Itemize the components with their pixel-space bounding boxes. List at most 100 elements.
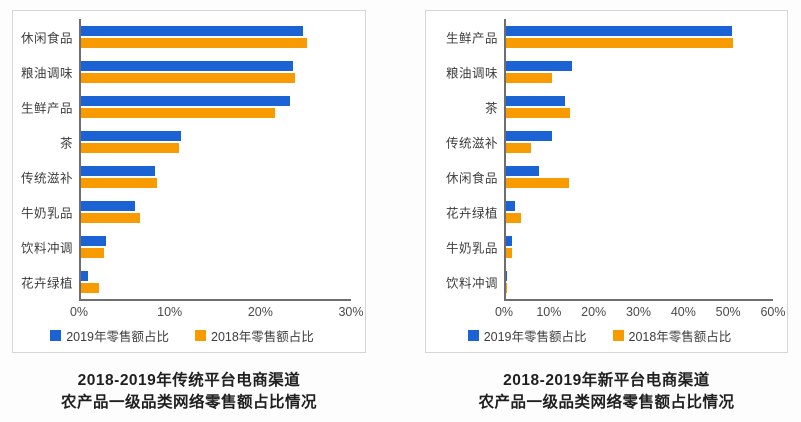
bar-2018: [81, 282, 99, 293]
x-axis-ticks: 0% 10% 20% 30%: [70, 303, 364, 323]
bar-2019: [81, 270, 89, 281]
x-tick-label: 0%: [494, 305, 514, 319]
bar-2018: [81, 107, 275, 118]
bar-2019: [81, 200, 135, 211]
chart-legend: 2019年零售额占比 2018年零售额占比: [13, 326, 351, 344]
legend-swatch-2018: [195, 329, 206, 341]
bar-2018: [81, 177, 157, 188]
x-tick-label: 40%: [670, 305, 696, 319]
x-tick-label: 30%: [338, 305, 364, 319]
chart-body: 休闲食品粮油调味生鲜产品茶传统滋补牛奶乳品饮料冲调花卉绿植 0% 10% 20% 30…: [13, 19, 364, 344]
bar-2018: [506, 37, 734, 48]
category-label: 花卉绿植: [445, 206, 498, 220]
bar-group: 粮油调味: [21, 54, 351, 89]
bar-group: 休闲食品: [21, 19, 351, 54]
x-tick-label: 0%: [69, 305, 89, 319]
bar-2019: [506, 25, 733, 36]
category-label: 传统滋补: [445, 136, 498, 150]
category-label: 生鲜产品: [445, 31, 498, 45]
category-label: 粮油调味: [445, 66, 498, 80]
bar-2019: [506, 95, 565, 106]
bar-group: 休闲食品: [446, 159, 773, 194]
category-label: 饮料冲调: [445, 276, 498, 290]
bar-2018: [81, 212, 140, 223]
chart-title-line-2: 农产品一级品类网络零售额占比情况: [60, 394, 317, 412]
chart-title-line-2: 农产品一级品类网络零售额占比情况: [478, 394, 735, 412]
bar-2018: [506, 212, 522, 223]
legend-label: 2018年零售额占比: [211, 329, 314, 344]
bar-group: 饮料冲调: [21, 229, 351, 264]
x-tick-label: 30%: [625, 305, 652, 319]
bar-group: 花卉绿植: [21, 264, 351, 299]
bar-2018: [506, 107, 571, 118]
bar-group: 生鲜产品: [21, 89, 351, 124]
category-label: 茶: [484, 101, 498, 115]
category-label: 牛奶乳品: [445, 241, 498, 255]
bar-group: 传统滋补: [21, 159, 351, 194]
category-label: 饮料冲调: [20, 241, 73, 255]
bar-group: 牛奶乳品: [21, 194, 351, 229]
x-tick-label: 10%: [536, 305, 562, 319]
bar-2018: [506, 72, 552, 83]
plot-rows: 休闲食品粮油调味生鲜产品茶传统滋补牛奶乳品饮料冲调花卉绿植: [21, 19, 351, 301]
x-tick-label: 60%: [760, 305, 786, 319]
category-label: 茶: [59, 136, 73, 150]
bar-group: 传统滋补: [446, 124, 773, 159]
bar-2018: [81, 142, 180, 153]
legend-swatch-2019: [50, 329, 62, 341]
chart-body: 生鲜产品粮油调味茶传统滋补休闲食品花卉绿植牛奶乳品饮料冲调 0% 10% 20% 30…: [426, 19, 786, 344]
bar-2019: [81, 60, 294, 71]
category-label: 休闲食品: [445, 171, 498, 185]
bar-group: 茶: [60, 124, 351, 159]
category-label: 生鲜产品: [20, 101, 73, 115]
bar-2019: [506, 235, 513, 246]
legend-item-2018: 2018年零售额占比: [195, 326, 314, 345]
legend-swatch-2018: [612, 329, 624, 341]
chart-panel-new: 生鲜产品粮油调味茶传统滋补休闲食品花卉绿植牛奶乳品饮料冲调 0% 10% 20% 30…: [425, 10, 788, 353]
bar-2019: [81, 165, 155, 176]
bar-group: 茶: [485, 89, 773, 124]
bar-2019: [506, 165, 539, 176]
bar-2018: [81, 72, 296, 83]
legend-item-2019: 2019年零售额占比: [50, 326, 169, 345]
x-tick-label: 20%: [581, 305, 607, 319]
chart-legend: 2019年零售额占比 2018年零售额占比: [426, 326, 773, 344]
x-tick-label: 10%: [157, 305, 183, 319]
bar-2018: [506, 177, 570, 188]
category-label: 传统滋补: [20, 171, 73, 185]
legend-label: 2019年零售额占比: [483, 329, 587, 344]
x-tick-label: 20%: [247, 305, 273, 319]
plot-rows: 生鲜产品粮油调味茶传统滋补休闲食品花卉绿植牛奶乳品饮料冲调: [446, 19, 773, 301]
legend-label: 2018年零售额占比: [628, 329, 732, 344]
bar-group: 牛奶乳品: [446, 229, 773, 264]
x-tick-label: 50%: [715, 305, 741, 319]
category-label: 牛奶乳品: [20, 206, 73, 220]
chart-title-new: 2018-2019年新平台电商渠道 农产品一级品类网络零售额占比情况: [425, 370, 788, 415]
legend-swatch-2019: [467, 329, 479, 341]
bar-2018: [506, 247, 512, 258]
bar-group: 生鲜产品: [446, 19, 773, 54]
bar-2018: [81, 37, 307, 48]
bar-2019: [81, 130, 181, 141]
chart-title-line-1: 2018-2019年传统平台电商渠道: [77, 372, 301, 389]
bar-2019: [506, 200, 516, 211]
legend-label: 2019年零售额占比: [66, 329, 169, 344]
category-label: 休闲食品: [20, 31, 73, 45]
chart-panel-traditional: 休闲食品粮油调味生鲜产品茶传统滋补牛奶乳品饮料冲调花卉绿植 0% 10% 20% 30…: [12, 10, 366, 353]
bar-2019: [506, 60, 572, 71]
bar-group: 粮油调味: [446, 54, 773, 89]
chart-title-traditional: 2018-2019年传统平台电商渠道 农产品一级品类网络零售额占比情况: [12, 370, 366, 415]
bar-2019: [81, 235, 107, 246]
bar-2018: [506, 142, 531, 153]
bar-2019: [81, 95, 290, 106]
figure-new-platform: 生鲜产品粮油调味茶传统滋补休闲食品花卉绿植牛奶乳品饮料冲调 0% 10% 20% 30…: [425, 10, 788, 415]
category-label: 花卉绿植: [20, 276, 73, 290]
category-label: 粮油调味: [20, 66, 73, 80]
bar-group: 饮料冲调: [446, 264, 773, 299]
bar-group: 花卉绿植: [446, 194, 773, 229]
chart-title-line-1: 2018-2019年新平台电商渠道: [503, 372, 710, 389]
bar-2019: [506, 130, 552, 141]
figure-traditional-platform: 休闲食品粮油调味生鲜产品茶传统滋补牛奶乳品饮料冲调花卉绿植 0% 10% 20% 30…: [12, 10, 366, 415]
legend-item-2018: 2018年零售额占比: [612, 326, 732, 345]
